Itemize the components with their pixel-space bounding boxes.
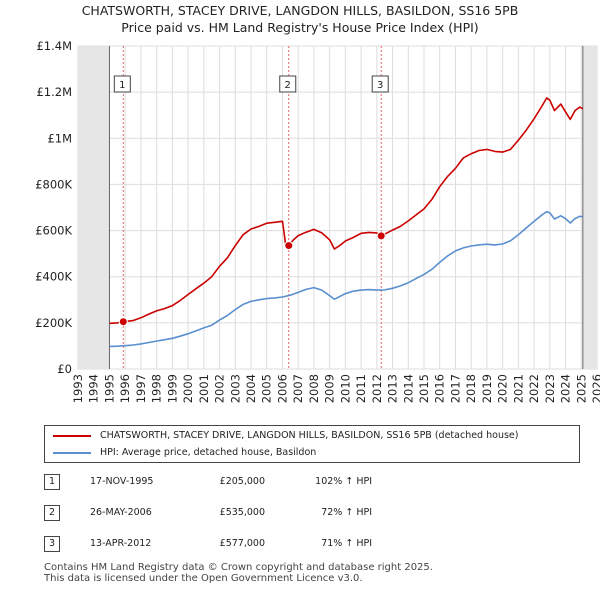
sale-price: £577,000 xyxy=(219,538,265,549)
sale-label-box xyxy=(279,75,297,93)
x-tick-label: 2026 xyxy=(590,374,600,403)
x-tick-label: 1993 xyxy=(71,374,85,403)
footer-licence: This data is licensed under the Open Gov… xyxy=(44,573,363,584)
x-tick-label: 2021 xyxy=(511,374,525,403)
x-tick-label: 1995 xyxy=(102,374,116,403)
sale-point xyxy=(118,317,128,327)
sale-hpi-change: 71% ↑ HPI xyxy=(321,538,372,549)
x-tick-label: 1997 xyxy=(134,374,148,403)
sale-date: 13-APR-2012 xyxy=(90,538,152,549)
x-tick-label: 2015 xyxy=(417,374,431,403)
sale-number-badge: 3 xyxy=(44,536,60,552)
x-tick-label: 2009 xyxy=(323,374,337,403)
sale-row: 2 26-MAY-2006 £535,000 72% ↑ HPI xyxy=(44,504,564,522)
x-tick-label: 2000 xyxy=(181,374,195,403)
x-tick-label: 1999 xyxy=(165,374,179,403)
x-tick-label: 2002 xyxy=(213,374,227,403)
sale-label-box xyxy=(371,75,389,93)
x-tick-label: 2024 xyxy=(559,374,573,403)
sale-row: 1 17-NOV-1995 £205,000 102% ↑ HPI xyxy=(44,473,564,491)
x-tick-label: 1994 xyxy=(87,374,101,403)
x-tick-label: 2011 xyxy=(354,374,368,403)
sale-label-number: 3 xyxy=(377,80,383,91)
legend-swatch-hpi xyxy=(53,452,91,454)
x-tick-label: 2008 xyxy=(307,374,321,403)
x-tick-label: 2001 xyxy=(197,374,211,403)
y-tick-label: £200K xyxy=(35,316,72,330)
sale-point xyxy=(376,231,386,241)
x-tick-label: 2014 xyxy=(401,374,415,403)
legend: CHATSWORTH, STACEY DRIVE, LANGDON HILLS,… xyxy=(44,425,580,463)
pre-data-shade xyxy=(78,46,110,369)
sale-price: £535,000 xyxy=(219,507,265,518)
x-tick-label: 2018 xyxy=(464,374,478,403)
sale-number-badge: 2 xyxy=(44,505,60,521)
x-tick-label: 2017 xyxy=(448,374,462,403)
chart-subtitle: Price paid vs. HM Land Registry's House … xyxy=(121,20,479,35)
sale-label-box xyxy=(113,75,131,93)
post-data-shade xyxy=(582,46,597,369)
x-tick-label: 2010 xyxy=(338,374,352,403)
x-tick-label: 1996 xyxy=(118,374,132,403)
plot-area xyxy=(77,45,598,370)
legend-label-property: CHATSWORTH, STACEY DRIVE, LANGDON HILLS,… xyxy=(100,430,519,441)
y-tick-label: £1.2M xyxy=(36,85,72,99)
sale-date: 26-MAY-2006 xyxy=(90,507,152,518)
x-tick-label: 1998 xyxy=(150,374,164,403)
sale-label-number: 2 xyxy=(285,80,291,91)
x-tick-label: 2006 xyxy=(275,374,289,403)
x-tick-label: 2023 xyxy=(543,374,557,403)
sale-label-number: 1 xyxy=(119,80,125,91)
sale-price: £205,000 xyxy=(219,476,265,487)
x-tick-label: 2005 xyxy=(260,374,274,403)
legend-swatch-property xyxy=(53,435,91,437)
x-tick-label: 2007 xyxy=(291,374,305,403)
sale-date: 17-NOV-1995 xyxy=(90,476,154,487)
x-tick-label: 2003 xyxy=(228,374,242,403)
x-tick-label: 2019 xyxy=(480,374,494,403)
legend-label-hpi: HPI: Average price, detached house, Basi… xyxy=(100,447,317,458)
x-tick-label: 2025 xyxy=(574,374,588,403)
sale-point xyxy=(284,241,294,251)
x-tick-label: 2004 xyxy=(244,374,258,403)
y-tick-label: £0 xyxy=(57,362,72,376)
y-tick-label: £1M xyxy=(47,131,72,145)
property-price-line xyxy=(109,97,584,325)
y-tick-label: £400K xyxy=(35,270,72,284)
y-tick-label: £600K xyxy=(35,224,72,238)
x-tick-label: 2016 xyxy=(433,374,447,403)
y-tick-label: £1.4M xyxy=(36,39,72,53)
sale-hpi-change: 72% ↑ HPI xyxy=(321,507,372,518)
x-tick-label: 2012 xyxy=(370,374,384,403)
chart-title: CHATSWORTH, STACEY DRIVE, LANGDON HILLS,… xyxy=(81,3,519,18)
sale-number-badge: 1 xyxy=(44,474,60,490)
y-tick-label: £800K xyxy=(35,177,72,191)
x-tick-label: 2013 xyxy=(386,374,400,403)
sale-hpi-change: 102% ↑ HPI xyxy=(315,476,372,487)
price-chart: 1 2 3 £0 £200K £400K £600K £800K £1M £1.2M £1.4M 1… xyxy=(35,39,600,403)
x-tick-label: 2020 xyxy=(496,374,510,403)
footer-copyright: Contains HM Land Registry data © Crown c… xyxy=(44,562,433,573)
sale-row: 3 13-APR-2012 £577,000 71% ↑ HPI xyxy=(44,535,564,553)
hpi-line xyxy=(109,210,583,348)
x-tick-label: 2022 xyxy=(527,374,541,403)
